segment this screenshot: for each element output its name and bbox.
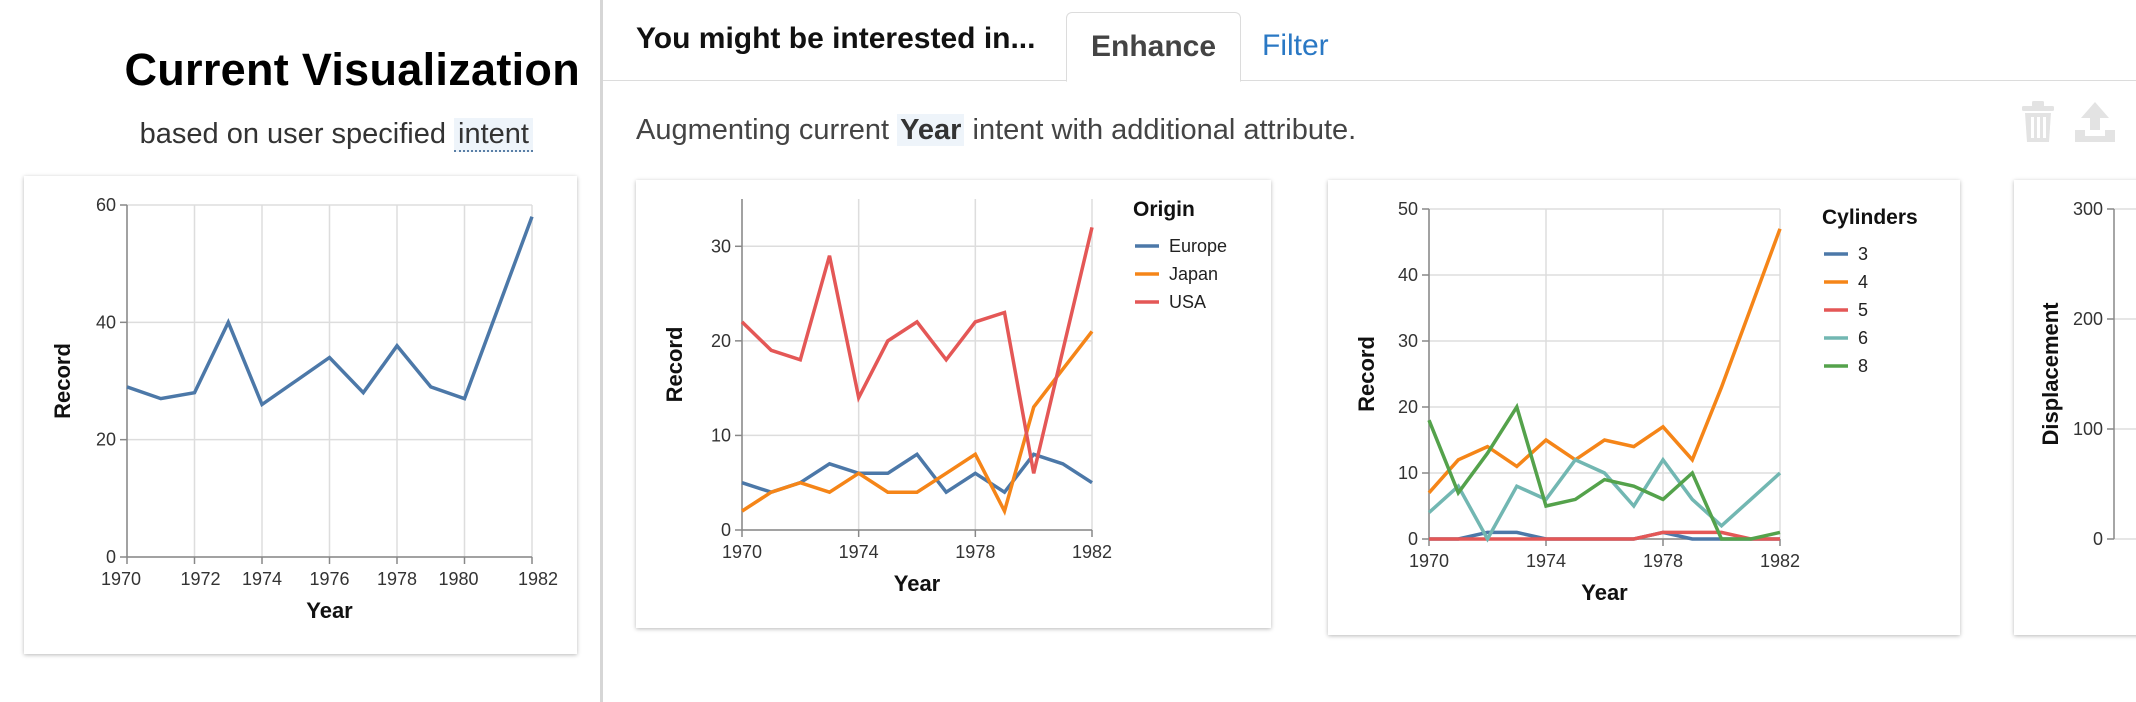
x-tick-label: 1976 xyxy=(309,569,349,589)
y-tick-label: 40 xyxy=(1398,265,1418,285)
y-tick-label: 20 xyxy=(711,331,731,351)
x-axis-title: Year xyxy=(1581,580,1628,605)
tab-enhance[interactable]: Enhance xyxy=(1066,12,1242,82)
displacement-chart: 0 100 200 300 Displacement xyxy=(2038,199,2136,549)
recommendation-card-origin[interactable]: 0 10 20 30 1970 1974 1978 1982 Year Record Origin E… xyxy=(636,180,1271,628)
legend-item-label: Europe xyxy=(1169,236,1227,256)
current-chart-card[interactable]: 0 20 40 60 1970 1972 1974 1976 1978 1980 1982 Year R… xyxy=(24,176,577,654)
y-tick-label: 0 xyxy=(721,520,731,540)
y-tick-label: 30 xyxy=(1398,331,1418,351)
legend-item-label: USA xyxy=(1169,292,1206,312)
trash-icon[interactable] xyxy=(2020,100,2056,149)
y-tick-label: 0 xyxy=(106,547,116,567)
tabs-baseline xyxy=(603,80,2136,81)
current-record-by-year-chart: 0 20 40 60 1970 1972 1974 1976 1978 1980 1982 Year R… xyxy=(50,195,558,623)
y-axis-title: Displacement xyxy=(2038,302,2063,446)
series-line xyxy=(126,216,534,408)
series-line-europe xyxy=(741,451,1093,495)
y-tick-label: 0 xyxy=(2093,529,2103,549)
y-axis-title: Record xyxy=(1354,336,1379,412)
y-tick-label: 40 xyxy=(96,312,116,332)
y-tick-label: 10 xyxy=(711,425,731,445)
enhance-description: Augmenting current Year intent with addi… xyxy=(636,114,1356,147)
intent-tooltip-term[interactable]: intent xyxy=(454,118,533,152)
panel-divider[interactable] xyxy=(600,0,603,702)
y-tick-label: 60 xyxy=(96,195,116,215)
series-line-japan xyxy=(741,330,1094,516)
x-tick-label: 1982 xyxy=(518,569,558,589)
series-line-usa xyxy=(740,226,1094,474)
y-tick-label: 100 xyxy=(2073,419,2103,439)
x-tick-label: 1980 xyxy=(438,569,478,589)
y-tick-label: 50 xyxy=(1398,199,1418,219)
x-tick-label: 1970 xyxy=(722,542,762,562)
record-by-year-origin-chart: 0 10 20 30 1970 1974 1978 1982 Year Record Origin E… xyxy=(662,198,1227,596)
current-visualization-subtitle: based on user specified intent xyxy=(20,118,533,152)
legend-item-label: 8 xyxy=(1858,356,1868,376)
x-tick-label: 1970 xyxy=(1409,551,1449,571)
y-tick-label: 20 xyxy=(96,430,116,450)
tab-filter[interactable]: Filter xyxy=(1262,29,1329,62)
legend-item-label: 4 xyxy=(1858,272,1868,292)
legend-item-label: 3 xyxy=(1858,244,1868,264)
y-tick-label: 300 xyxy=(2073,199,2103,219)
enhance-text-suffix: intent with additional attribute. xyxy=(972,114,1357,146)
y-tick-label: 0 xyxy=(1408,529,1418,549)
x-tick-label: 1978 xyxy=(955,542,995,562)
upload-icon[interactable] xyxy=(2073,100,2117,149)
x-tick-label: 1978 xyxy=(377,569,417,589)
y-tick-label: 20 xyxy=(1398,397,1418,417)
x-tick-label: 1974 xyxy=(242,569,282,589)
y-tick-label: 30 xyxy=(711,236,731,256)
legend-title: Origin xyxy=(1133,198,1195,221)
series-line-8 xyxy=(1427,402,1781,541)
legend-item-label: Japan xyxy=(1169,264,1218,284)
y-tick-label: 200 xyxy=(2073,309,2103,329)
series-line-4 xyxy=(1427,228,1782,494)
legend-title: Cylinders xyxy=(1822,206,1918,229)
x-axis-title: Year xyxy=(894,571,941,596)
x-tick-label: 1982 xyxy=(1072,542,1112,562)
x-tick-label: 1970 xyxy=(101,569,141,589)
recommendation-card-cylinders[interactable]: 0 10 20 30 40 50 1970 1974 1978 1982 Year Record Cyl… xyxy=(1328,180,1960,635)
legend-item-label: 5 xyxy=(1858,300,1868,320)
y-tick-label: 10 xyxy=(1398,463,1418,483)
x-tick-label: 1974 xyxy=(1526,551,1566,571)
series-line-6 xyxy=(1427,456,1782,543)
x-axis-title: Year xyxy=(306,598,353,623)
recommendation-card-displacement[interactable]: 0 100 200 300 Displacement xyxy=(2014,180,2136,635)
legend-item-label: 6 xyxy=(1858,328,1868,348)
current-visualization-panel: Current Visualization based on user spec… xyxy=(0,0,600,702)
x-tick-label: 1972 xyxy=(180,569,220,589)
enhance-text-prefix: Augmenting current xyxy=(636,114,890,146)
recommendations-heading: You might be interested in... xyxy=(636,22,1036,55)
x-tick-label: 1978 xyxy=(1643,551,1683,571)
record-by-year-cylinders-chart: 0 10 20 30 40 50 1970 1974 1978 1982 Year Record Cyl… xyxy=(1354,199,1918,605)
current-visualization-title: Current Visualization xyxy=(124,44,580,95)
x-tick-label: 1982 xyxy=(1760,551,1800,571)
enhance-intent-attribute: Year xyxy=(897,114,965,146)
subtitle-prefix: based on user specified xyxy=(139,118,446,150)
y-axis-title: Record xyxy=(662,327,687,403)
y-axis-title: Record xyxy=(50,343,75,419)
x-tick-label: 1974 xyxy=(839,542,879,562)
